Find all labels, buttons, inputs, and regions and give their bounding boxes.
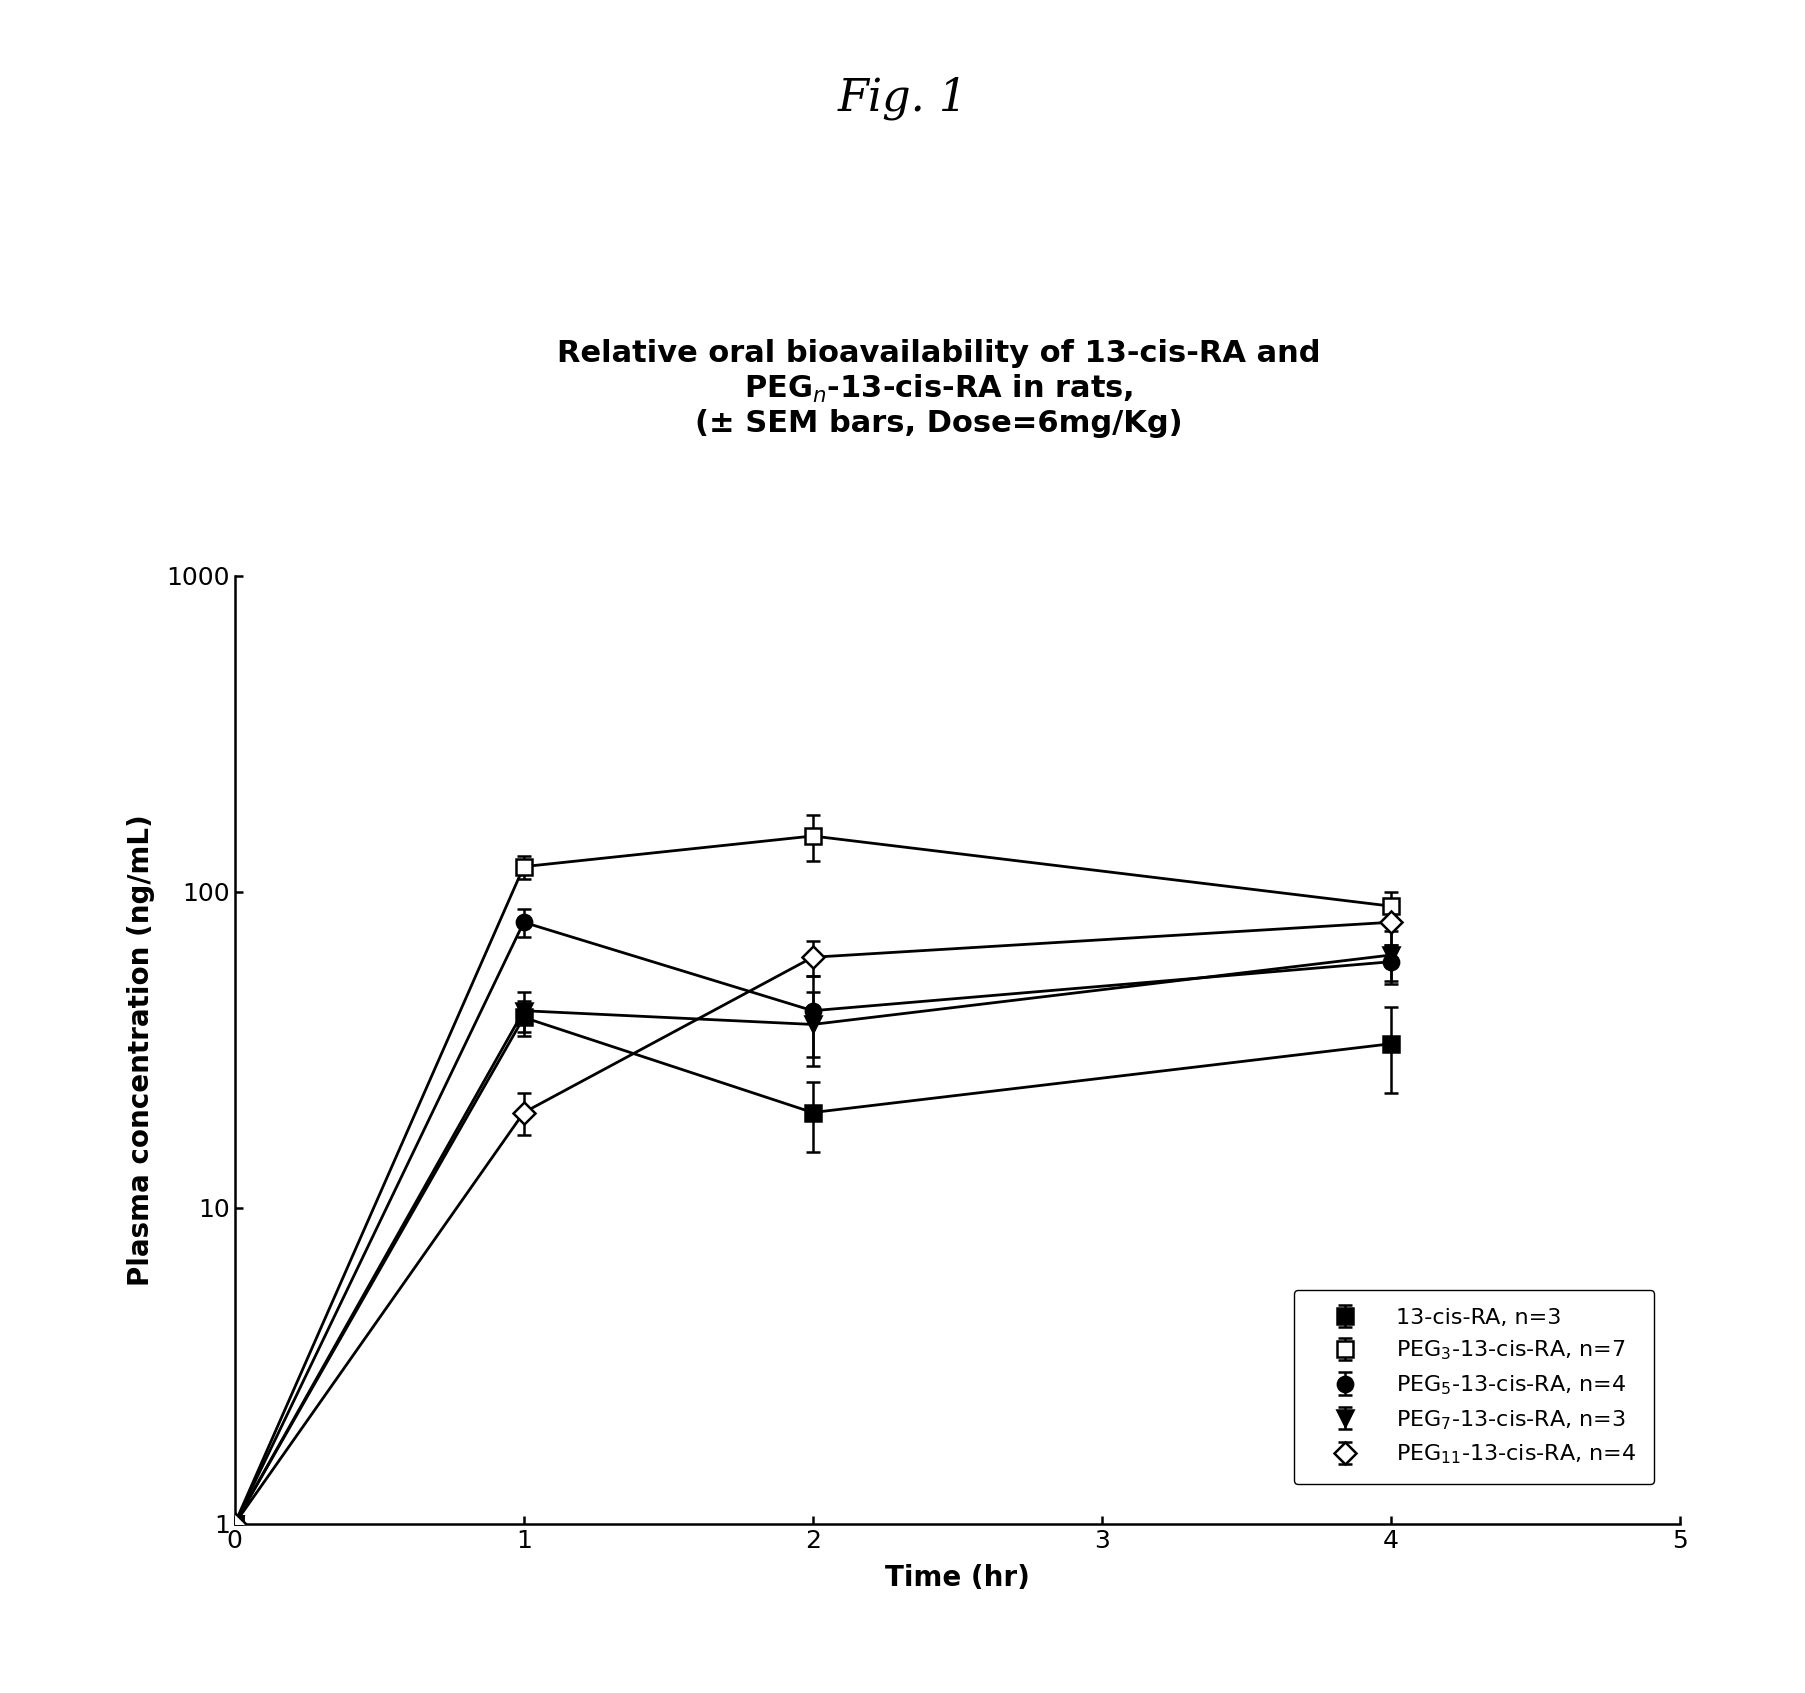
Text: Fig. 1: Fig. 1 (838, 76, 967, 120)
Y-axis label: Plasma concentration (ng/mL): Plasma concentration (ng/mL) (126, 814, 155, 1285)
Text: Relative oral bioavailability of 13-cis-RA and
PEG$_n$-13-cis-RA in rats,
(± SEM: Relative oral bioavailability of 13-cis-… (558, 339, 1319, 438)
Legend: 13-cis-RA, n=3, PEG$_3$-13-cis-RA, n=7, PEG$_5$-13-cis-RA, n=4, PEG$_7$-13-cis-R: 13-cis-RA, n=3, PEG$_3$-13-cis-RA, n=7, … (1292, 1290, 1653, 1485)
X-axis label: Time (hr): Time (hr) (884, 1564, 1029, 1591)
